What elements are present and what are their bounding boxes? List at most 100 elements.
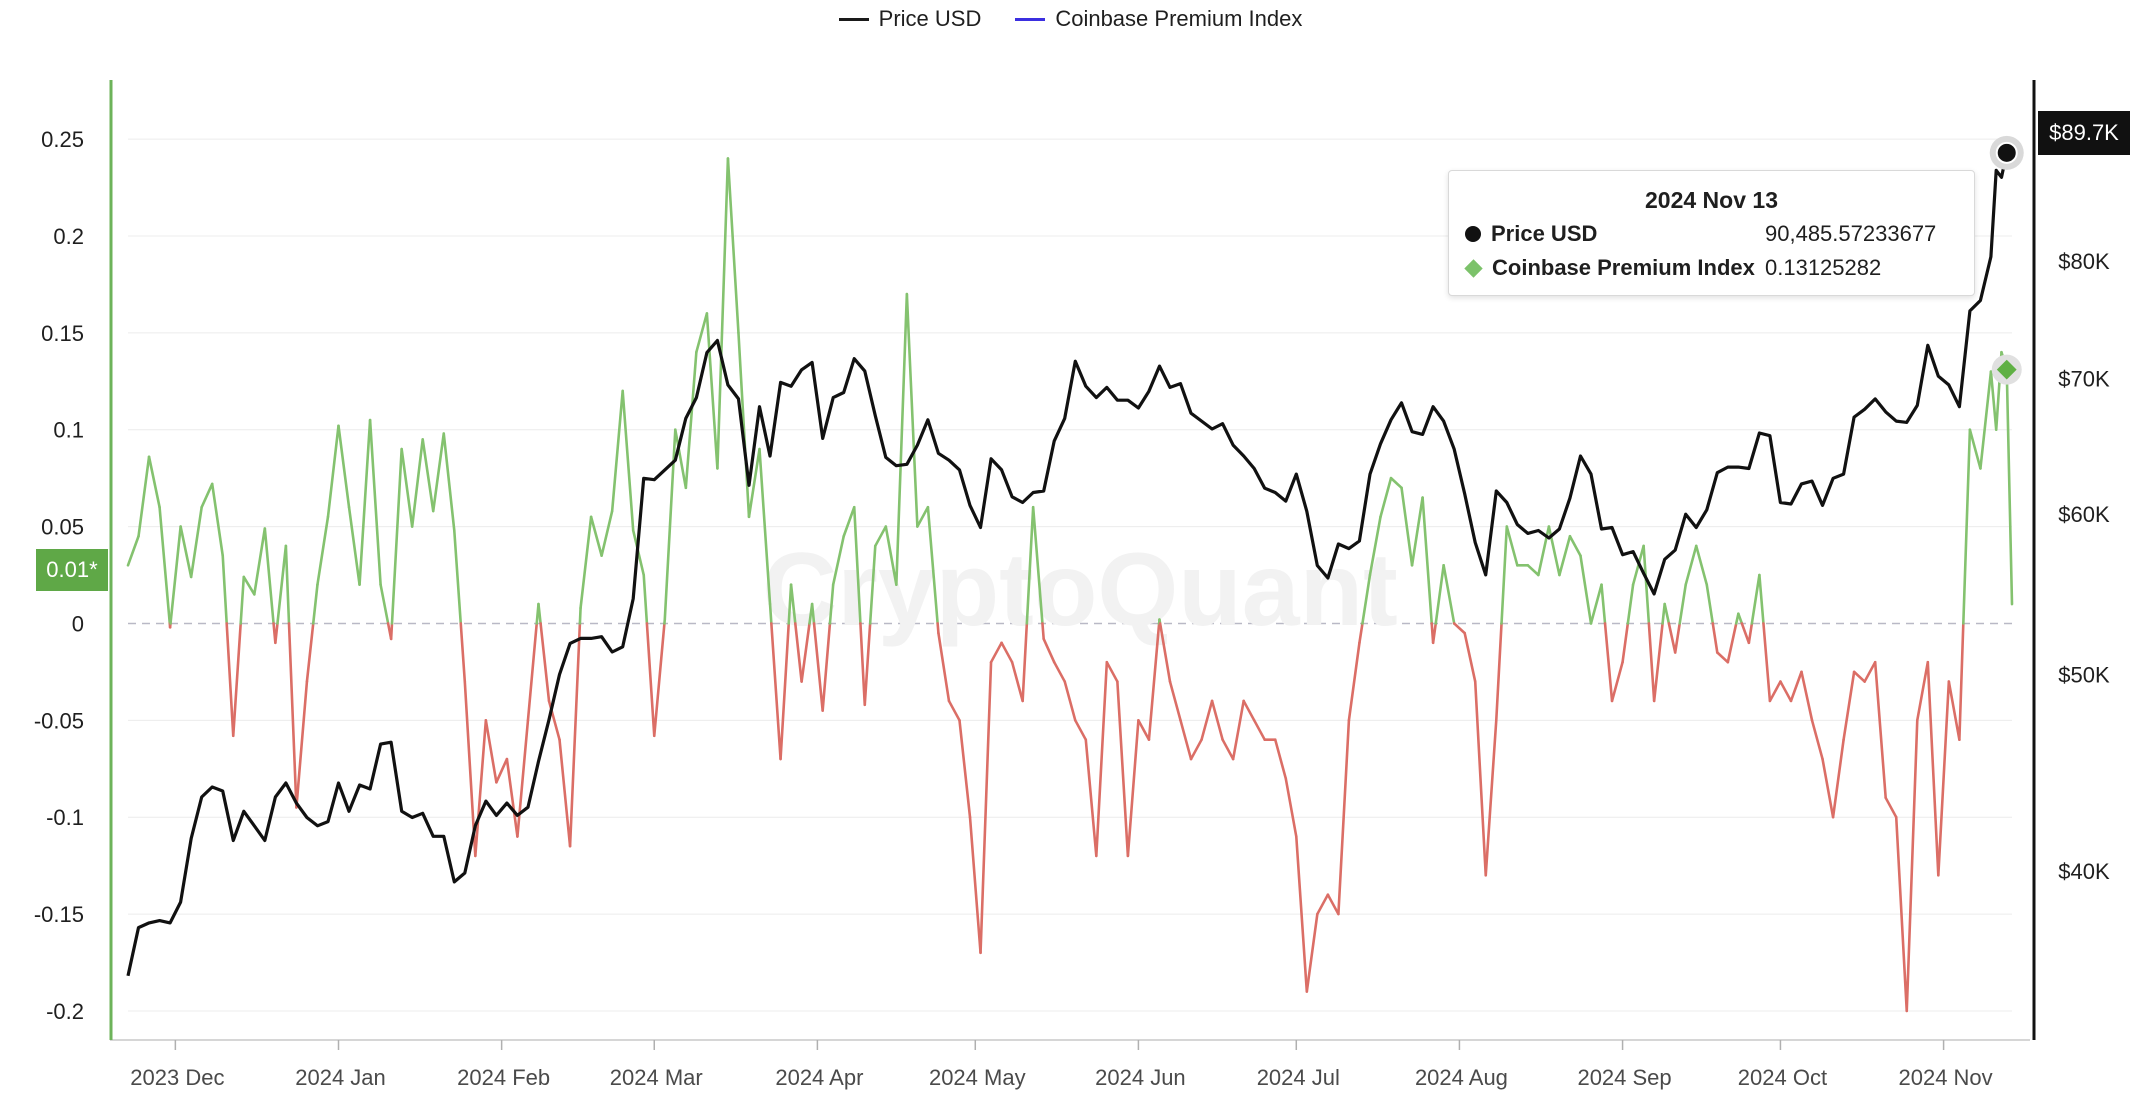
premium-segment [1410, 496, 1424, 567]
premium-segment [1947, 680, 1961, 741]
premium-segment [274, 622, 279, 645]
premium-segment [1852, 670, 1866, 683]
premium-segment [1284, 777, 1298, 838]
premium-segment [558, 738, 572, 848]
premium-segment [1168, 680, 1182, 722]
premium-segment [1252, 719, 1267, 741]
premium-segment [1737, 612, 1744, 625]
premium-segment [1989, 370, 1998, 431]
premium-segment [316, 515, 330, 586]
premium-segment [1715, 651, 1730, 664]
premium-segment [645, 622, 656, 738]
premium-segment [926, 505, 939, 625]
left-tick-label: 0.05 [41, 515, 84, 540]
premium-segment [1663, 602, 1671, 625]
premium-segment [579, 515, 593, 610]
premium-segment [431, 432, 446, 513]
premium-segment [589, 515, 603, 557]
premium-segment [1042, 637, 1056, 664]
x-tick-label: 2024 Apr [775, 1065, 863, 1090]
premium-segment [311, 583, 319, 625]
premium-segment [452, 529, 463, 625]
premium-segment [621, 389, 635, 532]
premium-segment [916, 505, 930, 528]
premium-segment [821, 622, 832, 712]
premium-segment [2005, 368, 2014, 606]
premium-segment [1379, 476, 1393, 519]
premium-segment [1358, 622, 1364, 645]
premium-segment [600, 509, 614, 557]
premium-segment [1926, 660, 1940, 877]
premium-segment [1740, 622, 1751, 645]
premium-segment [1810, 719, 1824, 761]
dot-icon [1465, 226, 1481, 242]
left-tick-label: 0.1 [53, 418, 84, 443]
tooltip-label-price: Price USD [1465, 221, 1765, 247]
axis-ticks: 0.25 0.2 0.15 0.1 0.05 0 -0.05 -0.1 -0.15 -0.2 $80… [34, 80, 2110, 1090]
premium-segment [1673, 622, 1682, 654]
premium-segment [459, 622, 467, 683]
premium-segment [1494, 622, 1503, 722]
premium-segment [1200, 699, 1214, 741]
hover-markers [1989, 135, 2024, 385]
right-tick-label: $80K [2058, 249, 2110, 274]
x-tick-label: 2024 Oct [1738, 1065, 1827, 1090]
premium-segment [1031, 505, 1044, 625]
premium-segment [1905, 719, 1919, 1013]
left-tick-label: 0 [72, 611, 84, 636]
premium-segment [231, 622, 242, 738]
premium-segment [1179, 719, 1193, 761]
premium-segment [1589, 583, 1603, 625]
x-tick-label: 2024 Jan [295, 1065, 386, 1090]
tooltip-price-label-text: Price USD [1491, 221, 1598, 246]
premium-segment [1316, 893, 1330, 916]
premium-segment [1958, 622, 1965, 741]
premium-segment [1063, 680, 1077, 722]
left-tick-label: -0.05 [34, 708, 84, 733]
premium-segment [842, 505, 856, 538]
premium-segment [578, 606, 582, 625]
premium-segment [768, 602, 773, 625]
x-tick-label: 2023 Dec [130, 1065, 224, 1090]
premium-segment [726, 157, 740, 335]
premium-segment [1711, 622, 1719, 654]
right-tick-label: $50K [2058, 663, 2110, 688]
left-tick-label: 0.25 [41, 127, 84, 152]
premium-segment [831, 534, 846, 586]
price-marker [1995, 141, 2018, 164]
right-axis-badge-value: $89.7K [2049, 120, 2119, 145]
legend-item-premium[interactable]: Coinbase Premium Index [1015, 6, 1302, 32]
premium-segment [1473, 680, 1488, 877]
premium-segment [1484, 719, 1498, 877]
premium-segment [1747, 622, 1754, 645]
premium-segment [1652, 622, 1664, 703]
premium-segment [684, 350, 698, 490]
premium-segment [221, 554, 228, 625]
legend-item-price[interactable]: Price USD [838, 6, 981, 32]
left-tick-label: 0.15 [41, 321, 84, 346]
premium-segment [1242, 699, 1256, 722]
premium-segment [284, 544, 291, 625]
premium-segment [1600, 583, 1607, 625]
x-tick-label: 2024 Aug [1415, 1065, 1508, 1090]
x-tick-label: 2024 Jul [1257, 1065, 1340, 1090]
premium-segment [610, 389, 624, 513]
premium-segment [1603, 622, 1614, 703]
premium-segment [1863, 660, 1877, 683]
premium-segment [1452, 622, 1466, 635]
tooltip-premium-label-text: Coinbase Premium Index [1492, 255, 1755, 280]
premium-segment [979, 660, 993, 955]
premium-segment [936, 622, 940, 635]
x-tick-label: 2024 Jun [1095, 1065, 1186, 1090]
premium-segment [1768, 680, 1782, 703]
premium-segment [326, 424, 340, 519]
left-tick-label: -0.2 [46, 999, 84, 1024]
premium-segment [379, 583, 390, 625]
premium-segment [389, 622, 394, 641]
premium-segment [642, 573, 649, 625]
premium-segment [716, 157, 730, 470]
x-tick-label: 2024 Nov [1898, 1065, 1992, 1090]
premium-segment [390, 447, 403, 625]
